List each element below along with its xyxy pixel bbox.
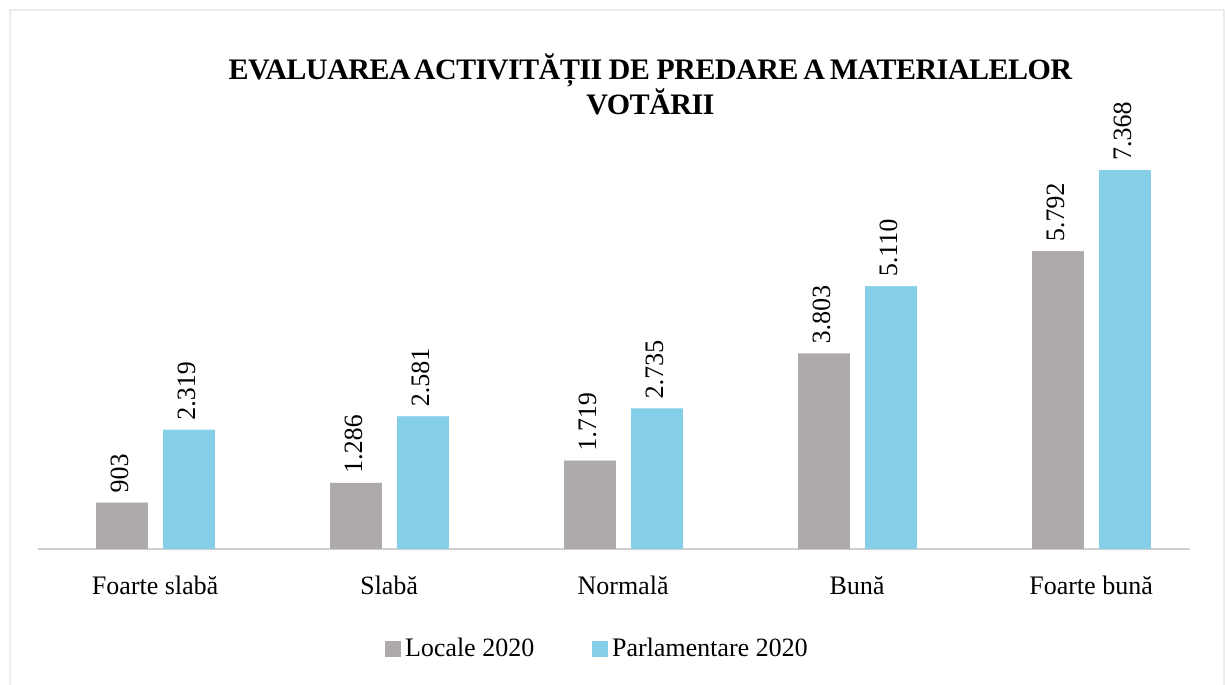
bar (397, 416, 449, 549)
bar (798, 353, 850, 549)
data-label: 3.803 (807, 285, 836, 344)
legend-label: Parlamentare 2020 (612, 633, 808, 662)
x-tick-label: Foarte bună (1029, 571, 1153, 600)
bar (1032, 251, 1084, 549)
data-label: 7.368 (1108, 102, 1137, 161)
data-label: 2.319 (172, 361, 201, 420)
x-tick-label: Slabă (360, 571, 418, 600)
data-label: 903 (105, 454, 134, 493)
legend-label: Locale 2020 (405, 633, 534, 662)
legend-swatch (385, 641, 401, 657)
bar (163, 429, 215, 549)
bar (1099, 170, 1151, 549)
bar (631, 408, 683, 549)
data-label: 2.735 (640, 340, 669, 399)
x-tick-label: Normală (578, 571, 669, 600)
x-tick-label: Bună (830, 571, 885, 600)
x-tick-label: Foarte slabă (92, 571, 219, 600)
bar (564, 460, 616, 549)
legend-swatch (592, 641, 608, 657)
data-label: 5.110 (874, 219, 903, 277)
data-label: 1.286 (339, 414, 368, 473)
bar (330, 482, 382, 549)
data-label: 1.719 (573, 392, 602, 451)
data-label: 2.581 (406, 348, 435, 407)
bar (865, 286, 917, 549)
bar (96, 502, 148, 549)
chart-border (9, 9, 1225, 685)
data-label: 5.792 (1041, 183, 1070, 242)
chart-title: EVALUAREA ACTIVITĂȚII DE PREDARE A MATER… (228, 53, 1072, 121)
